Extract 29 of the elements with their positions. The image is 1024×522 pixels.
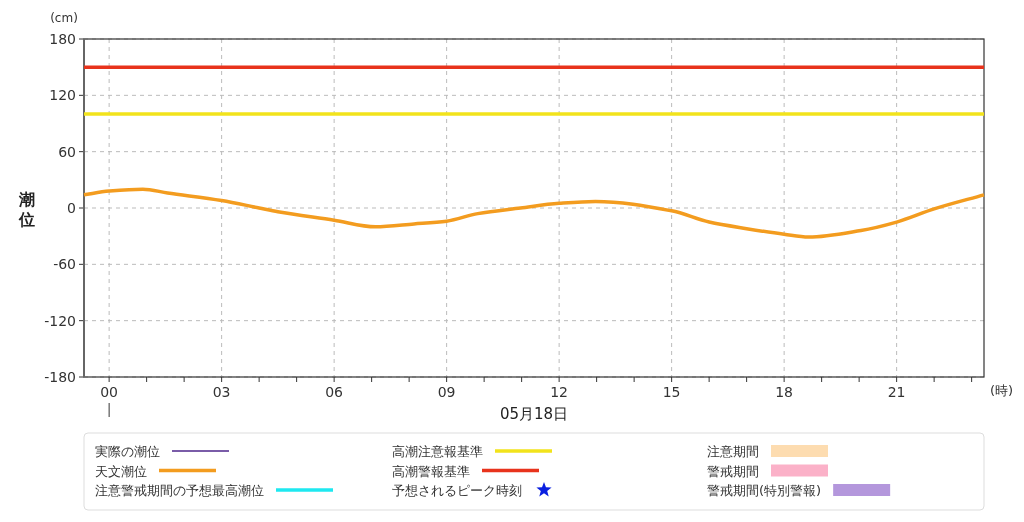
legend-label: 警戒期間 <box>707 463 759 479</box>
x-axis-title: (時) <box>990 383 1014 398</box>
legend-label: 注意期間 <box>707 444 759 459</box>
x-tick-label: 18 <box>775 384 794 400</box>
y-tick-label: 60 <box>58 143 76 160</box>
legend-label: 高潮注意報基準 <box>392 444 483 459</box>
legend-label: 予想されるピーク時刻 <box>392 483 522 498</box>
y-axis-title: 潮位 <box>18 190 35 229</box>
y-tick-label: 180 <box>49 31 76 47</box>
y-tick-label: 120 <box>49 87 76 104</box>
x-tick-label: 00 <box>100 384 119 400</box>
y-tick-label: -60 <box>53 256 76 273</box>
line-series <box>82 187 986 239</box>
legend-label: 実際の潮位 <box>95 444 160 459</box>
legend-label: 天文潮位 <box>95 463 147 479</box>
y-tick-label: -180 <box>44 369 76 385</box>
legend-label: 警戒期間(特別警報) <box>707 483 822 498</box>
x-tick-label: 12 <box>550 384 569 400</box>
y-tick-label: 0 <box>67 200 76 216</box>
x-tick-label: 21 <box>887 384 906 400</box>
x-tick-label: 06 <box>325 384 344 400</box>
legend-label: 高潮警報基準 <box>392 463 470 479</box>
text: 05月18日 <box>499 405 569 423</box>
x-tick-label: 15 <box>662 384 681 400</box>
y-tick-label: -120 <box>44 312 76 329</box>
legend-label: 注意警戒期間の予想最高潮位 <box>95 483 264 498</box>
x-tick-label: 09 <box>437 384 456 400</box>
text: (cm) <box>50 11 78 25</box>
x-tick-label: 03 <box>212 384 231 400</box>
